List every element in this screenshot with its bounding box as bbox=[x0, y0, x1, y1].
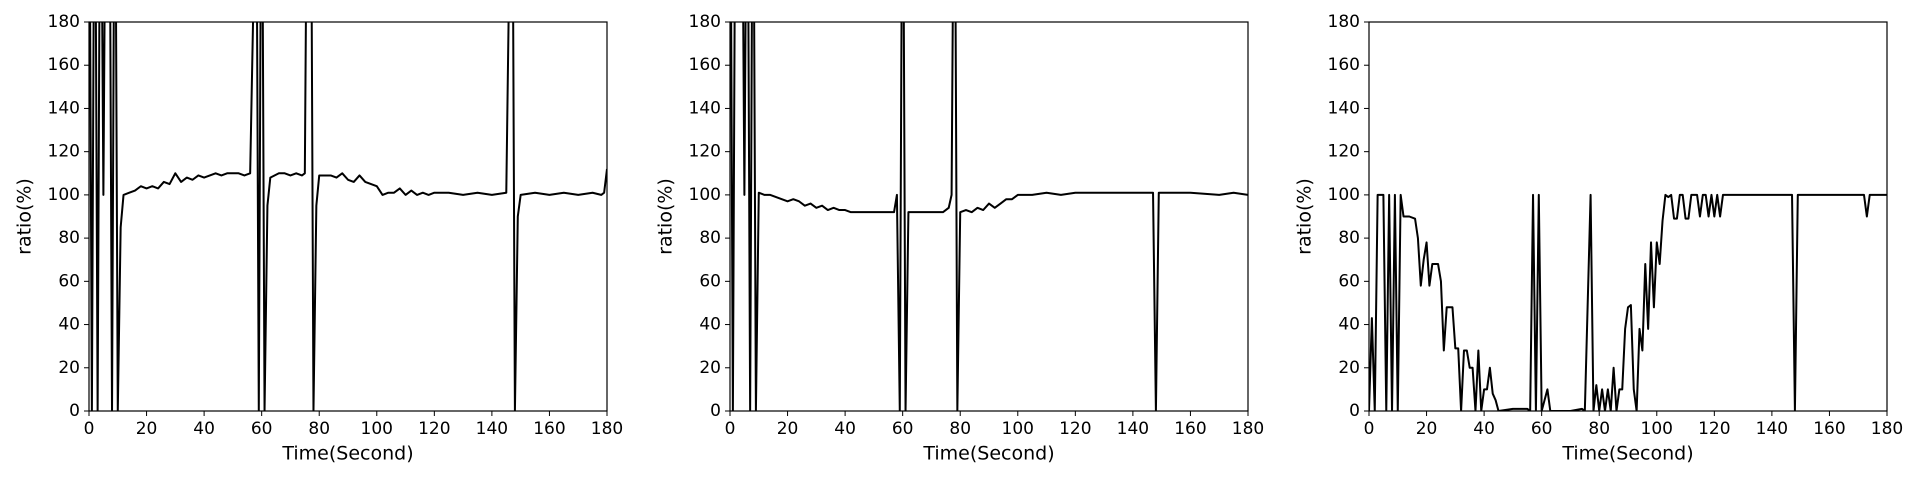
y-tick-label: 100 bbox=[689, 185, 721, 205]
y-tick-label: 180 bbox=[1328, 12, 1360, 32]
x-tick-label: 160 bbox=[533, 419, 565, 439]
y-tick-label: 140 bbox=[48, 98, 80, 118]
x-tick-label: 0 bbox=[1364, 419, 1375, 439]
x-tick-label: 20 bbox=[1416, 419, 1438, 439]
plot-area bbox=[89, 22, 607, 411]
y-tick-label: 20 bbox=[699, 358, 721, 378]
y-tick-label: 60 bbox=[1338, 271, 1360, 291]
x-axis-label: Time(Second) bbox=[1561, 443, 1693, 465]
x-tick-label: 160 bbox=[1813, 419, 1845, 439]
x-tick-label: 40 bbox=[193, 419, 215, 439]
y-tick-label: 0 bbox=[69, 401, 80, 421]
x-axis-label: Time(Second) bbox=[922, 443, 1054, 465]
x-tick-label: 120 bbox=[1698, 419, 1730, 439]
plot-area bbox=[730, 22, 1248, 411]
y-tick-label: 120 bbox=[1328, 142, 1360, 162]
x-tick-label: 100 bbox=[1002, 419, 1034, 439]
y-tick-label: 140 bbox=[689, 98, 721, 118]
data-line bbox=[89, 22, 607, 411]
y-tick-label: 80 bbox=[699, 228, 721, 248]
x-tick-label: 0 bbox=[725, 419, 736, 439]
x-tick-label: 80 bbox=[949, 419, 971, 439]
y-tick-label: 0 bbox=[710, 401, 721, 421]
x-tick-label: 60 bbox=[1531, 419, 1553, 439]
x-tick-label: 20 bbox=[777, 419, 799, 439]
y-axis-label: ratio(%) bbox=[655, 178, 677, 255]
y-tick-label: 140 bbox=[1328, 98, 1360, 118]
x-tick-label: 100 bbox=[361, 419, 393, 439]
y-tick-label: 80 bbox=[58, 228, 80, 248]
x-axis-label: Time(Second) bbox=[281, 443, 413, 465]
x-tick-label: 180 bbox=[1232, 419, 1264, 439]
x-tick-label: 100 bbox=[1641, 419, 1673, 439]
y-tick-label: 80 bbox=[1338, 228, 1360, 248]
data-line bbox=[1369, 193, 1887, 411]
y-tick-label: 100 bbox=[1328, 185, 1360, 205]
x-tick-label: 120 bbox=[418, 419, 450, 439]
plot-area bbox=[1369, 193, 1887, 411]
x-tick-label: 80 bbox=[1588, 419, 1610, 439]
x-tick-label: 0 bbox=[84, 419, 95, 439]
y-tick-label: 180 bbox=[689, 12, 721, 32]
y-tick-label: 160 bbox=[689, 55, 721, 75]
x-tick-label: 20 bbox=[136, 419, 158, 439]
y-tick-label: 160 bbox=[48, 55, 80, 75]
x-tick-label: 40 bbox=[834, 419, 856, 439]
y-axis-label: ratio(%) bbox=[1294, 178, 1316, 255]
axes-frame bbox=[729, 21, 1249, 412]
y-tick-label: 100 bbox=[48, 185, 80, 205]
x-tick-label: 180 bbox=[591, 419, 623, 439]
data-line bbox=[730, 22, 1248, 411]
x-tick-label: 60 bbox=[892, 419, 914, 439]
axes-frame bbox=[88, 21, 608, 412]
x-tick-label: 40 bbox=[1473, 419, 1495, 439]
y-tick-label: 60 bbox=[699, 271, 721, 291]
x-tick-label: 140 bbox=[476, 419, 508, 439]
x-tick-label: 180 bbox=[1871, 419, 1903, 439]
y-tick-label: 40 bbox=[1338, 315, 1360, 335]
x-tick-label: 60 bbox=[251, 419, 273, 439]
x-tick-label: 140 bbox=[1117, 419, 1149, 439]
y-tick-label: 40 bbox=[58, 315, 80, 335]
x-tick-label: 140 bbox=[1756, 419, 1788, 439]
y-tick-label: 160 bbox=[1328, 55, 1360, 75]
axes-frame bbox=[1368, 21, 1888, 412]
y-tick-label: 20 bbox=[1338, 358, 1360, 378]
y-tick-label: 120 bbox=[689, 142, 721, 162]
x-tick-label: 80 bbox=[308, 419, 330, 439]
x-tick-label: 160 bbox=[1174, 419, 1206, 439]
y-tick-label: 180 bbox=[48, 12, 80, 32]
y-tick-label: 120 bbox=[48, 142, 80, 162]
y-tick-label: 0 bbox=[1349, 401, 1360, 421]
y-tick-label: 40 bbox=[699, 315, 721, 335]
y-tick-label: 20 bbox=[58, 358, 80, 378]
y-tick-label: 60 bbox=[58, 271, 80, 291]
y-axis-label: ratio(%) bbox=[14, 178, 36, 255]
x-tick-label: 120 bbox=[1059, 419, 1091, 439]
